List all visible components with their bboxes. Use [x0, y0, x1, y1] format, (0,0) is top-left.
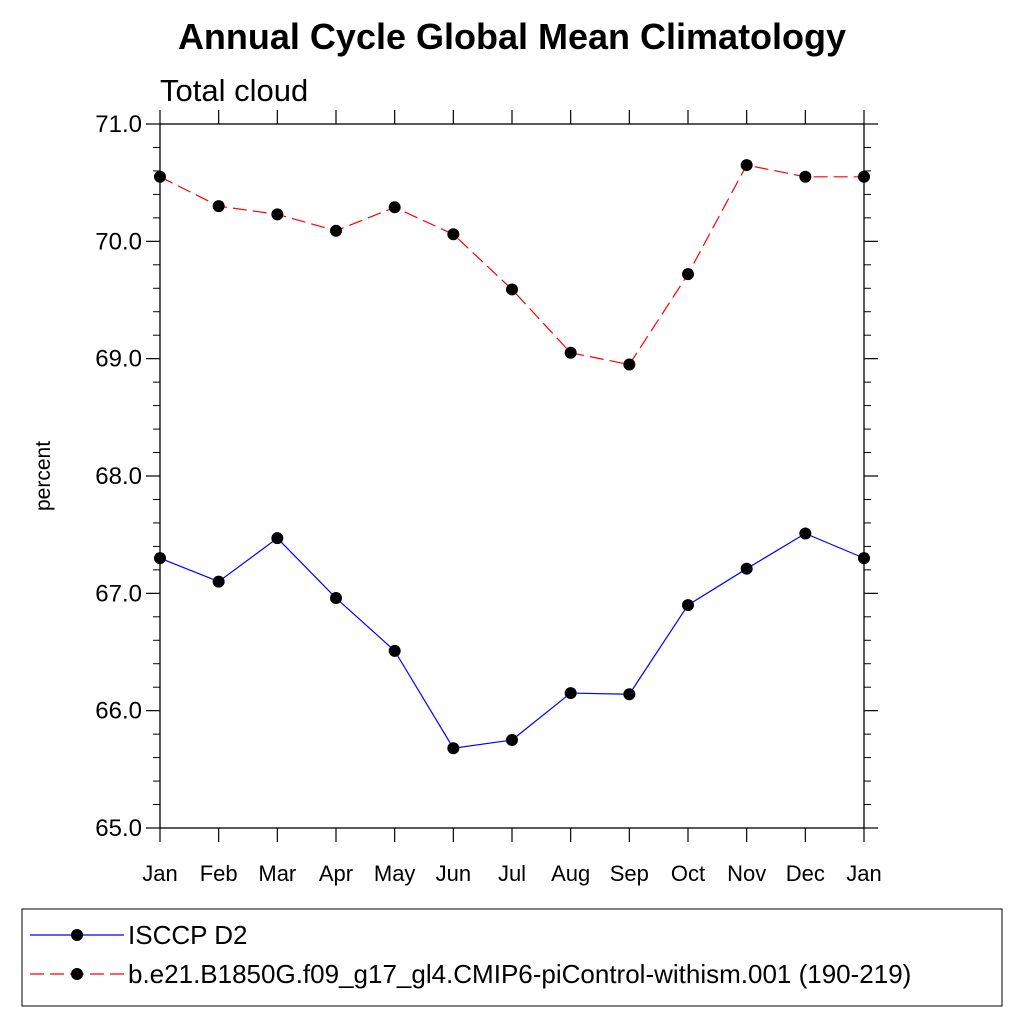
series-0-point	[623, 688, 636, 701]
series-1-point	[388, 201, 401, 214]
x-tick-label: Sep	[610, 861, 649, 886]
series-0-point	[799, 527, 812, 540]
series-0-point	[388, 644, 401, 657]
series-line-0	[159, 532, 865, 749]
y-tick-label: 66.0	[95, 698, 142, 725]
y-tick-label: 69.0	[95, 346, 142, 373]
series-0-point	[506, 734, 518, 746]
series-0-point	[330, 592, 342, 605]
y-tick-label: 71.0	[95, 111, 142, 138]
series-1-point	[447, 228, 460, 241]
series-1-point	[154, 170, 166, 183]
legend-label-1: b.e21.B1850G.f09_g17_gl4.CMIP6-piControl…	[128, 959, 911, 989]
series-0-point	[858, 552, 870, 565]
series-0-point	[271, 532, 284, 545]
y-tick-label: 70.0	[95, 228, 142, 255]
series-line-1	[159, 164, 864, 366]
plot-frame	[159, 123, 865, 829]
x-tick-label: May	[374, 861, 416, 886]
x-tick-label: Nov	[727, 861, 766, 886]
x-tick-label: Aug	[551, 861, 590, 886]
legend-label-0: ISCCP D2	[128, 920, 247, 950]
series-0-point	[564, 687, 577, 700]
series-1-point	[858, 170, 870, 183]
series-1-point	[330, 224, 342, 237]
series-1-point	[623, 358, 636, 371]
chart-subtitle: Total cloud	[160, 73, 308, 108]
y-tick-label: 68.0	[95, 463, 142, 490]
x-tick-label: Jul	[498, 861, 526, 886]
series-layer	[154, 159, 870, 755]
series-1-point	[682, 268, 694, 281]
series-1-point	[212, 200, 225, 213]
series-1-point	[799, 170, 812, 183]
x-tick-label: Jun	[436, 861, 471, 886]
series-0-point	[212, 575, 225, 588]
x-tick-label: Mar	[258, 861, 296, 886]
legend: ISCCP D2 b.e21.B1850G.f09_g17_gl4.CMIP6-p…	[30, 920, 911, 989]
legend-swatch-marker-1	[71, 968, 83, 980]
y-axis-label: percent	[32, 441, 55, 511]
x-tick-label: Jan	[846, 861, 881, 886]
x-tick-label: Apr	[319, 861, 353, 886]
series-1-point	[271, 208, 284, 221]
x-tick-label: Jan	[142, 861, 177, 886]
series-1-point	[740, 159, 753, 172]
legend-box	[21, 908, 1003, 1007]
x-tick-label: Feb	[200, 861, 238, 886]
y-tick-label: 65.0	[95, 815, 142, 842]
series-0-point	[682, 599, 694, 612]
x-tick-label: Dec	[786, 861, 825, 886]
series-0-point	[447, 742, 460, 755]
series-0-point	[154, 552, 166, 565]
x-tick-label: Oct	[671, 861, 705, 886]
axis-ticks: 65.0 66.0 67.0 68.0 69.0 70.0 71.0 Jan Feb Mar Apr…	[95, 110, 882, 886]
series-1-point	[564, 346, 577, 359]
series-0-point	[740, 562, 753, 575]
legend-swatch-marker-0	[71, 929, 83, 941]
chart-title: Annual Cycle Global Mean Climatology	[178, 16, 846, 57]
y-tick-label: 67.0	[95, 580, 142, 607]
series-1-point	[506, 283, 518, 296]
